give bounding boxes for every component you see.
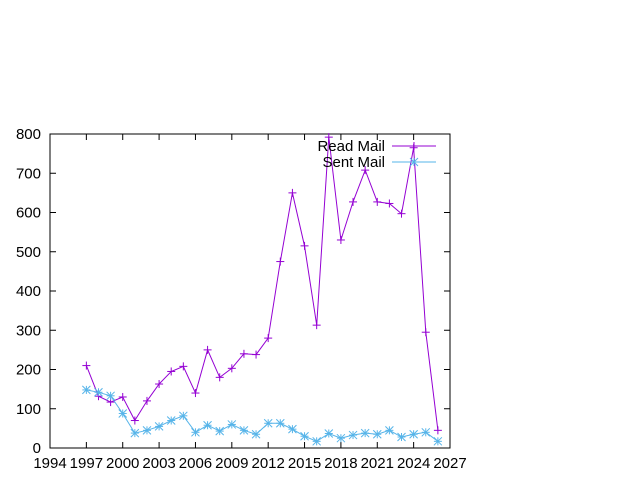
data-point-read-mail (252, 350, 261, 359)
data-point-read-mail (179, 362, 188, 371)
data-point-read-mail (397, 209, 406, 218)
data-point-sent-mail (300, 431, 309, 441)
data-point-read-mail (385, 199, 394, 208)
x-tick-label: 2009 (215, 455, 248, 472)
legend-marker-sent-mail (409, 157, 419, 167)
x-tick-label: 1997 (70, 455, 103, 472)
data-point-sent-mail (227, 420, 237, 429)
data-point-read-mail (300, 241, 309, 250)
data-point-sent-mail (324, 429, 334, 438)
data-point-read-mail (324, 133, 333, 142)
data-point-sent-mail (239, 425, 249, 435)
data-point-sent-mail (142, 425, 152, 435)
x-tick-label: 1994 (33, 455, 66, 472)
x-tick-label: 2027 (433, 455, 466, 472)
data-point-sent-mail (263, 418, 273, 428)
data-point-sent-mail (275, 418, 285, 428)
plot-frame (49, 133, 451, 449)
series-line-read-mail (85, 137, 439, 431)
data-point-sent-mail (118, 409, 128, 418)
data-point-sent-mail (372, 429, 382, 439)
data-point-read-mail (276, 257, 285, 266)
legend-marker-read-mail (410, 142, 418, 150)
data-point-read-mail (130, 416, 139, 425)
y-tick-label: 300 (16, 322, 41, 339)
y-tick-label: 600 (16, 205, 41, 222)
series-read-mail (82, 133, 442, 435)
data-point-sent-mail (312, 436, 322, 446)
series-line-sent-mail (86, 389, 439, 442)
data-point-sent-mail (433, 436, 443, 446)
series-group (82, 133, 443, 446)
data-point-sent-mail (154, 422, 164, 431)
x-tick-label: 2018 (324, 455, 357, 472)
data-point-read-mail (421, 328, 430, 337)
data-point-sent-mail (251, 429, 261, 439)
data-point-read-mail (191, 389, 200, 398)
data-point-sent-mail (166, 416, 176, 425)
data-point-read-mail (239, 349, 248, 358)
data-point-read-mail (288, 188, 297, 197)
x-tick-label: 2024 (397, 455, 430, 472)
data-point-sent-mail (348, 430, 358, 440)
data-point-read-mail (155, 380, 164, 389)
data-point-read-mail (118, 392, 127, 401)
data-point-read-mail (336, 235, 345, 244)
data-point-sent-mail (215, 426, 225, 436)
y-tick-label: 500 (16, 244, 41, 261)
data-point-sent-mail (288, 424, 297, 434)
data-point-sent-mail (106, 391, 115, 401)
y-tick-label: 700 (16, 165, 41, 182)
data-point-sent-mail (336, 433, 346, 443)
data-point-sent-mail (360, 428, 370, 438)
y-tick-label: 100 (16, 401, 41, 418)
data-point-read-mail (349, 197, 358, 206)
x-tick-label: 2021 (361, 455, 394, 472)
legend-label-read-mail: Read Mail (317, 138, 385, 155)
x-tick-label: 2000 (106, 455, 139, 472)
data-point-read-mail (312, 321, 321, 330)
x-tick-label: 2015 (288, 455, 321, 472)
data-point-read-mail (167, 367, 176, 376)
axes (49, 133, 451, 449)
data-point-sent-mail (397, 432, 406, 442)
data-point-read-mail (215, 373, 224, 382)
data-point-read-mail (82, 361, 91, 370)
data-point-read-mail (373, 197, 382, 206)
data-point-sent-mail (385, 425, 394, 435)
data-point-sent-mail (82, 385, 91, 395)
legend-label-sent-mail: Sent Mail (322, 154, 385, 171)
data-point-sent-mail (130, 428, 140, 438)
series-sent-mail (82, 385, 443, 446)
data-point-sent-mail (203, 420, 212, 430)
data-point-read-mail (361, 166, 370, 175)
y-tick-label: 0 (33, 440, 41, 457)
data-point-sent-mail (409, 429, 418, 439)
data-point-read-mail (264, 334, 273, 343)
data-point-sent-mail (421, 427, 431, 437)
data-point-read-mail (203, 345, 212, 354)
y-tick-label: 400 (16, 283, 41, 300)
data-point-read-mail (433, 426, 442, 435)
data-point-read-mail (227, 364, 236, 373)
y-tick-label: 200 (16, 362, 41, 379)
data-point-sent-mail (191, 427, 200, 437)
y-tick-label: 800 (16, 126, 41, 143)
x-tick-label: 2006 (179, 455, 212, 472)
data-point-sent-mail (94, 387, 103, 397)
x-tick-label: 2003 (142, 455, 175, 472)
x-tick-label: 2012 (251, 455, 284, 472)
data-point-sent-mail (178, 411, 188, 421)
data-point-read-mail (142, 396, 151, 405)
